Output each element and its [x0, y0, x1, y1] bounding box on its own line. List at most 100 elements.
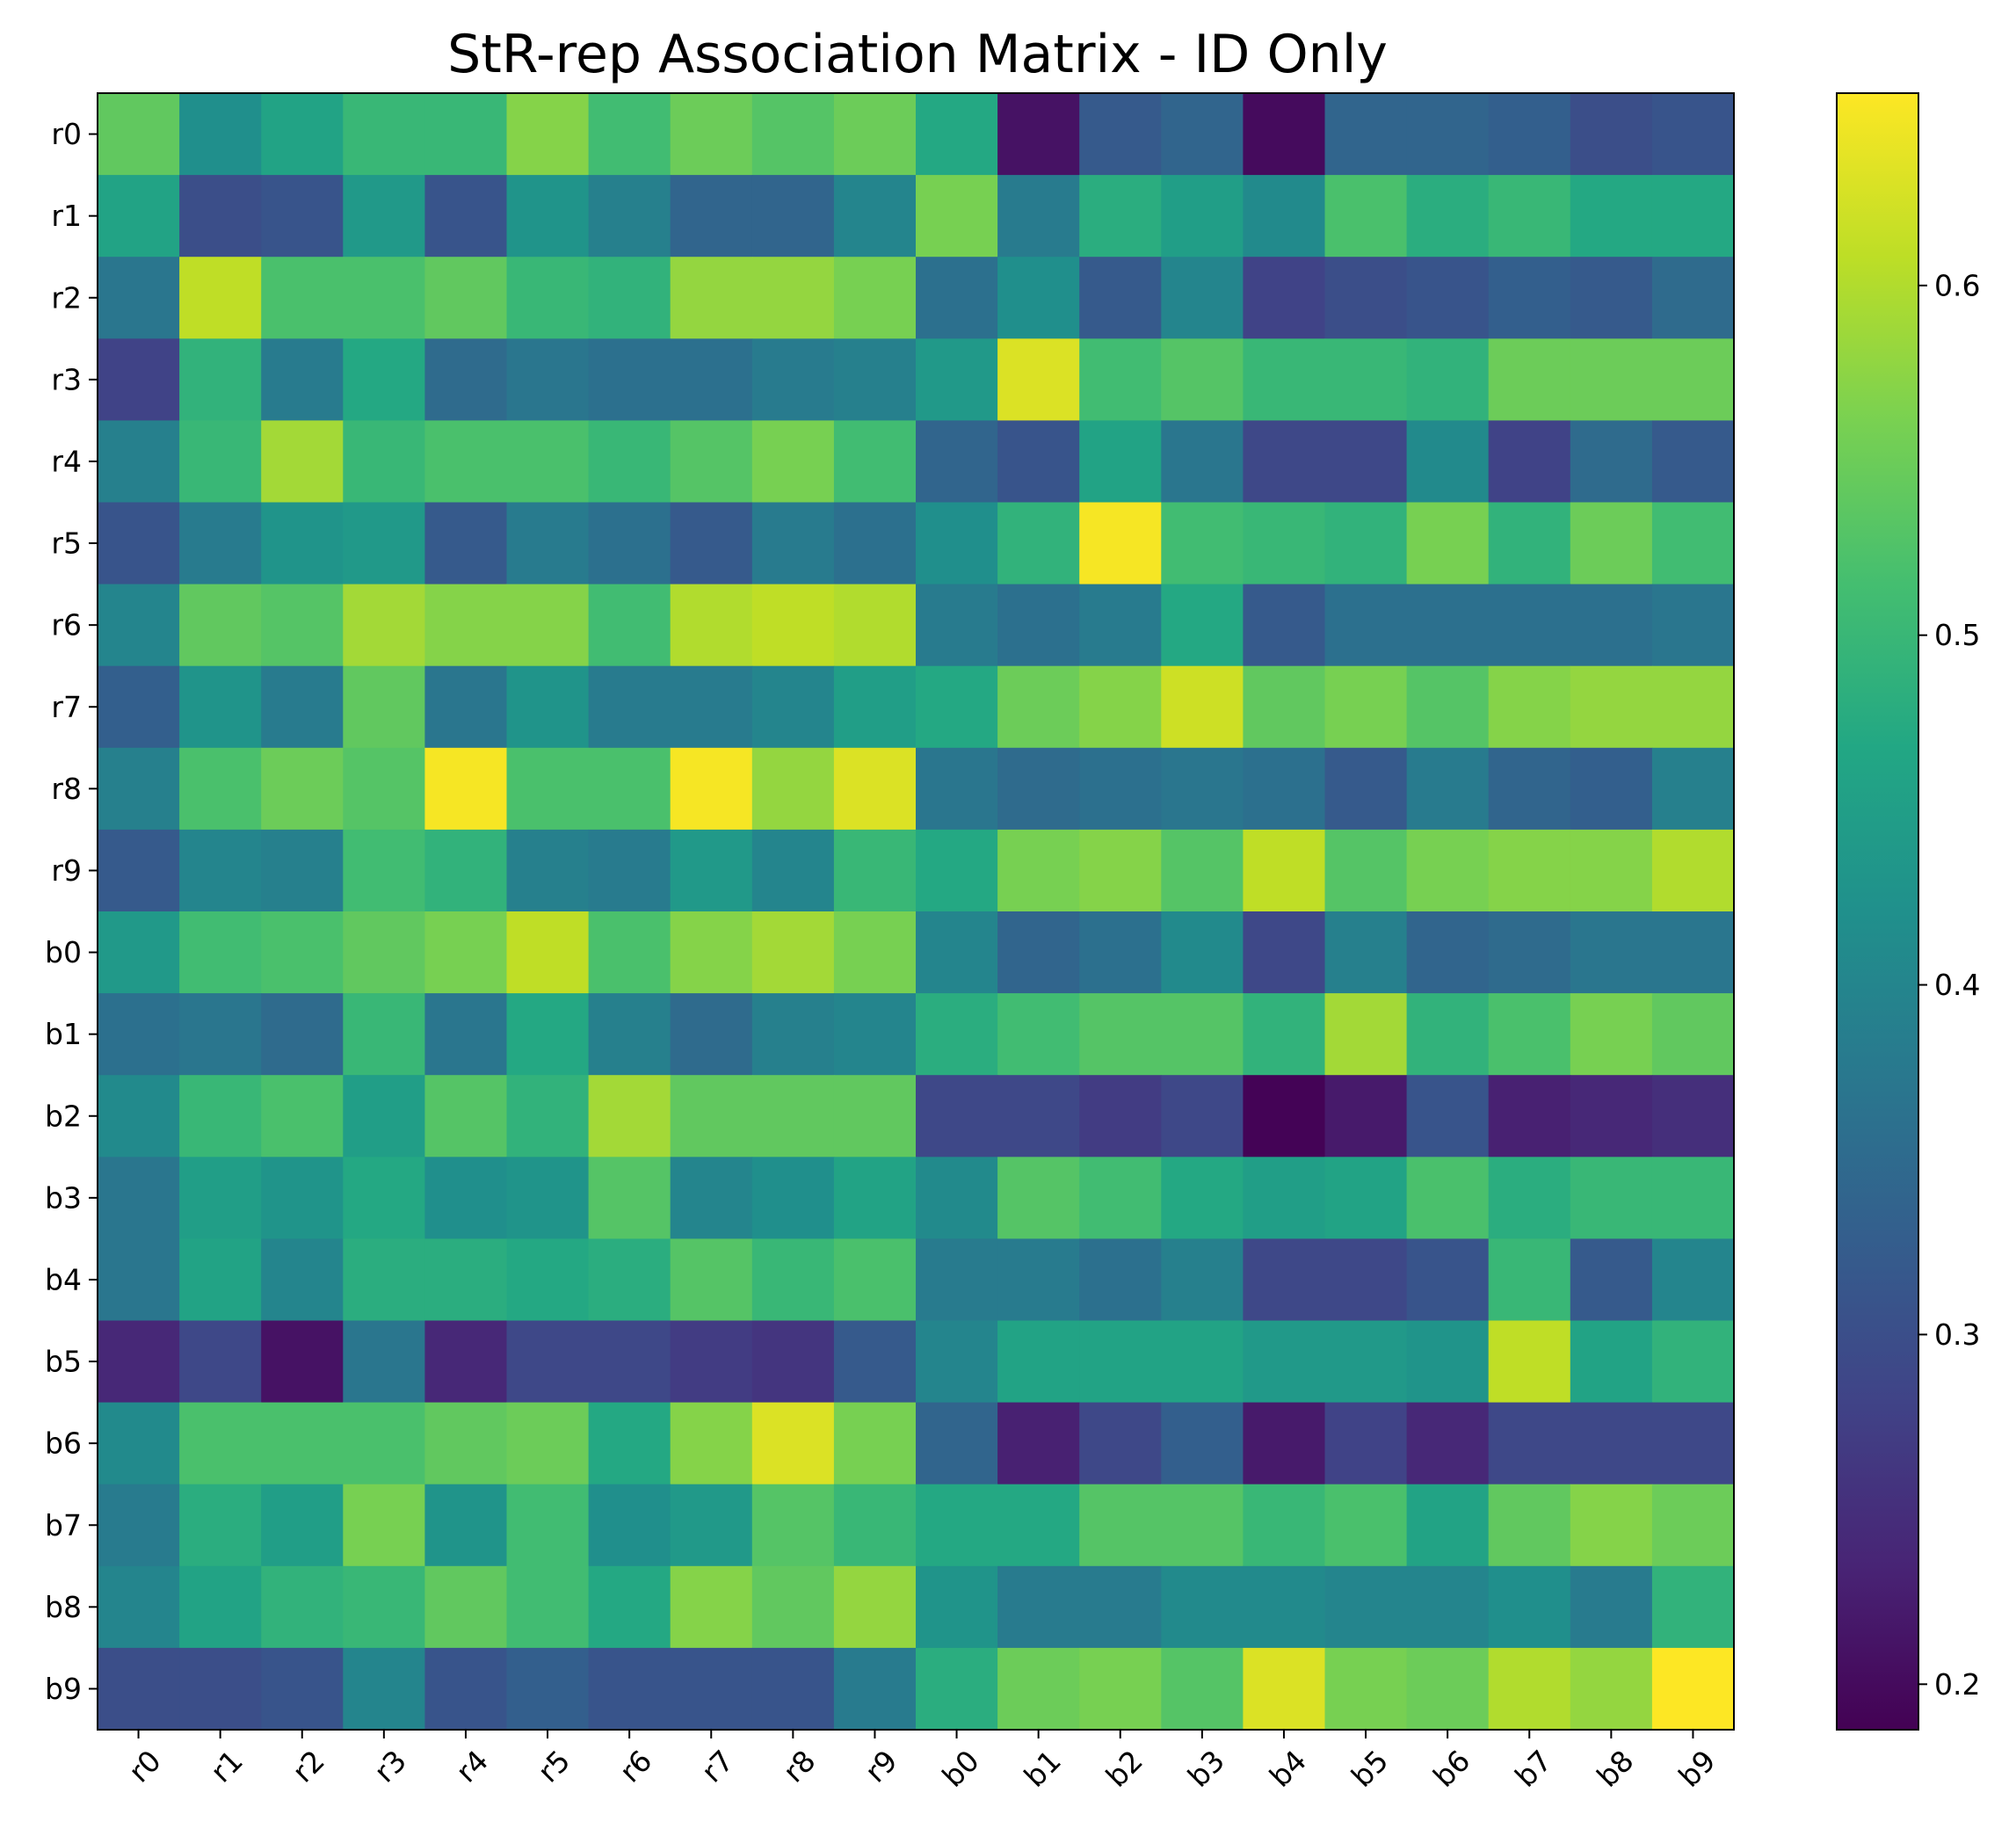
heatmap-cell-r8-b3 [1161, 747, 1244, 831]
heatmap-cell-r1-b7 [1488, 175, 1571, 258]
heatmap-cell-b9-r3 [343, 1647, 425, 1731]
heatmap-cell-b3-b0 [916, 1157, 998, 1239]
heatmap-cell-r9-b6 [1406, 829, 1490, 912]
heatmap-cell-b6-r7 [670, 1402, 753, 1485]
heatmap-cell-b5-r2 [261, 1320, 344, 1404]
heatmap-cell-b2-b1 [997, 1075, 1080, 1158]
heatmap-cell-b6-b5 [1324, 1402, 1408, 1485]
heatmap-cell-r0-b0 [916, 93, 998, 176]
heatmap-cell-r6-b8 [1570, 584, 1653, 667]
heatmap-cell-b8-b2 [1079, 1565, 1162, 1649]
heatmap-cell-r3-r5 [506, 338, 590, 421]
heatmap-cell-b5-b6 [1406, 1320, 1490, 1404]
heatmap-cell-r4-b8 [1570, 420, 1653, 504]
heatmap-cell-r8-r8 [751, 747, 835, 831]
heatmap-cell-r9-r1 [179, 829, 262, 912]
heatmap-cell-r3-b0 [916, 338, 998, 421]
heatmap-cell-r2-b8 [1570, 257, 1653, 339]
heatmap-cell-r0-r6 [588, 93, 671, 176]
heatmap-cell-b1-b9 [1651, 993, 1735, 1076]
heatmap-cell-b9-r8 [751, 1647, 835, 1731]
heatmap-cell-b6-b4 [1243, 1402, 1326, 1485]
heatmap-cell-b6-b7 [1488, 1402, 1571, 1485]
heatmap-cell-r4-r4 [424, 420, 508, 504]
heatmap-cell-r2-r7 [670, 257, 753, 339]
heatmap-cell-b7-b1 [997, 1484, 1080, 1567]
heatmap-cell-r8-r7 [670, 747, 753, 831]
x-tick-label: r8 [777, 1744, 823, 1789]
heatmap-cell-b0-b8 [1570, 911, 1653, 994]
heatmap-cell-r9-r7 [670, 829, 753, 912]
x-tick-label: r2 [286, 1744, 331, 1789]
heatmap-cell-b0-r1 [179, 911, 262, 994]
heatmap-cell-r9-r4 [424, 829, 508, 912]
heatmap-cell-b1-b2 [1079, 993, 1162, 1076]
heatmap-cell-b9-r0 [98, 1647, 180, 1731]
heatmap-cell-b6-b0 [916, 1402, 998, 1485]
heatmap-cell-b7-b7 [1488, 1484, 1571, 1567]
heatmap-cell-b1-b7 [1488, 993, 1571, 1076]
heatmap-cell-b0-r4 [424, 911, 508, 994]
heatmap-cell-b1-b6 [1406, 993, 1490, 1076]
heatmap-cell-r4-b5 [1324, 420, 1408, 504]
heatmap-cell-b0-b9 [1651, 911, 1735, 994]
heatmap-cell-b3-r6 [588, 1157, 671, 1239]
heatmap-cell-b8-b1 [997, 1565, 1080, 1649]
heatmap-cell-r6-r4 [424, 584, 508, 667]
heatmap-cell-r4-b9 [1651, 420, 1735, 504]
heatmap-cell-r8-r5 [506, 747, 590, 831]
y-tick-label: r7 [51, 690, 82, 724]
heatmap-cell-b4-r6 [588, 1238, 671, 1322]
heatmap-cell-b5-r3 [343, 1320, 425, 1404]
heatmap-cell-r8-b4 [1243, 747, 1326, 831]
heatmap-cell-r1-b1 [997, 175, 1080, 258]
heatmap-cell-r1-b4 [1243, 175, 1326, 258]
heatmap-cell-r3-b6 [1406, 338, 1490, 421]
heatmap-cell-r3-b5 [1324, 338, 1408, 421]
heatmap-cell-b9-b8 [1570, 1647, 1653, 1731]
heatmap-cell-r3-r8 [751, 338, 835, 421]
heatmap-cell-r5-r4 [424, 502, 508, 585]
heatmap-cell-b9-r5 [506, 1647, 590, 1731]
heatmap-cell-b7-b2 [1079, 1484, 1162, 1567]
heatmap-cell-b7-b3 [1161, 1484, 1244, 1567]
heatmap-cell-r6-r7 [670, 584, 753, 667]
heatmap-cell-b6-r2 [261, 1402, 344, 1485]
heatmap-cell-b0-b7 [1488, 911, 1571, 994]
heatmap-cell-b5-b3 [1161, 1320, 1244, 1404]
heatmap-cell-r4-r7 [670, 420, 753, 504]
heatmap-cell-r6-b4 [1243, 584, 1326, 667]
y-tick-label: b2 [45, 1099, 82, 1133]
heatmap-cell-r3-r9 [833, 338, 917, 421]
y-tick-label: r4 [51, 444, 82, 478]
heatmap-cell-b9-r6 [588, 1647, 671, 1731]
colorbar-tick-label: 0.4 [1934, 968, 1980, 1002]
heatmap-cell-r5-r5 [506, 502, 590, 585]
heatmap-cell-r5-b2 [1079, 502, 1162, 585]
heatmap-cell-r0-b8 [1570, 93, 1653, 176]
heatmap-cell-r2-b0 [916, 257, 998, 339]
heatmap-cell-r8-b9 [1651, 747, 1735, 831]
heatmap-cell-r5-b6 [1406, 502, 1490, 585]
heatmap-cell-r6-r3 [343, 584, 425, 667]
heatmap-cell-b0-b2 [1079, 911, 1162, 994]
heatmap-cell-b2-r0 [98, 1075, 180, 1158]
heatmap-cell-r8-r4 [424, 747, 508, 831]
heatmap-cell-r4-r1 [179, 420, 262, 504]
heatmap-cell-r5-r2 [261, 502, 344, 585]
heatmap-cell-r0-r7 [670, 93, 753, 176]
heatmap-cell-r9-b8 [1570, 829, 1653, 912]
heatmap-cell-r1-r4 [424, 175, 508, 258]
heatmap-cell-b0-b0 [916, 911, 998, 994]
heatmap-cell-r6-b5 [1324, 584, 1408, 667]
heatmap-cell-b3-b8 [1570, 1157, 1653, 1239]
heatmap-cell-b8-r1 [179, 1565, 262, 1649]
heatmap-cell-b5-b2 [1079, 1320, 1162, 1404]
heatmap-cell-r6-r9 [833, 584, 917, 667]
heatmap-cell-b2-r8 [751, 1075, 835, 1158]
heatmap-cell-b6-b2 [1079, 1402, 1162, 1485]
heatmap-cell-b3-r2 [261, 1157, 344, 1239]
heatmap-cell-b1-b4 [1243, 993, 1326, 1076]
heatmap-cell-b7-r9 [833, 1484, 917, 1567]
